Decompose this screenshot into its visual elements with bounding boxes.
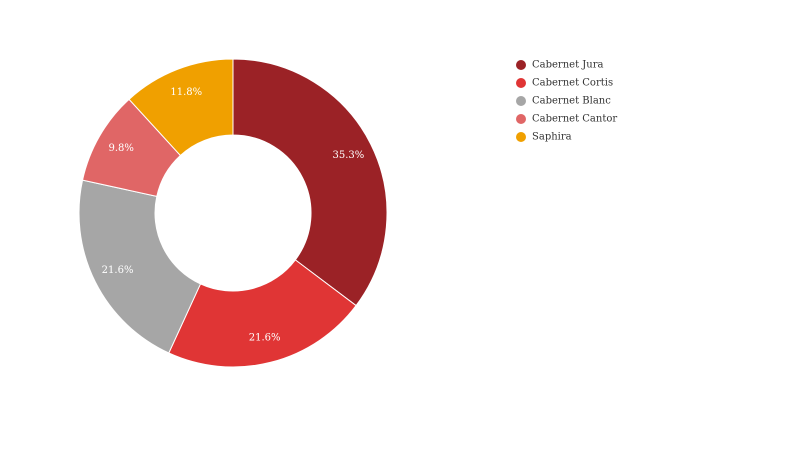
legend: Cabernet Jura Cabernet Cortis Cabernet Bla… bbox=[516, 60, 617, 143]
legend-label: Cabernet Cantor bbox=[532, 114, 617, 125]
legend-label: Cabernet Blanc bbox=[532, 96, 611, 107]
legend-swatch bbox=[516, 60, 526, 70]
legend-swatch bbox=[516, 132, 526, 142]
slice-label-cabernet-jura: 35.3% bbox=[333, 150, 365, 161]
slice-label-saphira: 11.8% bbox=[170, 87, 202, 98]
legend-item-cabernet-jura[interactable]: Cabernet Jura bbox=[516, 60, 603, 71]
legend-item-cabernet-cantor[interactable]: Cabernet Cantor bbox=[516, 114, 617, 125]
legend-swatch bbox=[516, 78, 526, 88]
slice-cabernet-cortis[interactable] bbox=[168, 259, 357, 368]
legend-label: Cabernet Cortis bbox=[532, 78, 613, 89]
legend-swatch bbox=[516, 114, 526, 124]
slice-label-group: 35.3% 21.6% 21.6% 9.8% 11.8% bbox=[102, 87, 365, 343]
slice-label-cabernet-cantor: 9.8% bbox=[109, 143, 134, 154]
legend-swatch bbox=[516, 96, 526, 106]
legend-item-cabernet-cortis[interactable]: Cabernet Cortis bbox=[516, 78, 613, 89]
legend-item-saphira[interactable]: Saphira bbox=[516, 132, 572, 143]
slice-group bbox=[78, 58, 388, 368]
legend-label: Saphira bbox=[532, 132, 572, 143]
slice-saphira[interactable] bbox=[128, 58, 234, 157]
slice-cabernet-jura[interactable] bbox=[232, 58, 388, 307]
legend-item-cabernet-blanc[interactable]: Cabernet Blanc bbox=[516, 96, 611, 107]
slice-label-cabernet-blanc: 21.6% bbox=[102, 265, 134, 276]
slice-cabernet-blanc[interactable] bbox=[78, 179, 202, 354]
slice-label-cabernet-cortis: 21.6% bbox=[249, 333, 281, 344]
legend-label: Cabernet Jura bbox=[532, 60, 603, 71]
